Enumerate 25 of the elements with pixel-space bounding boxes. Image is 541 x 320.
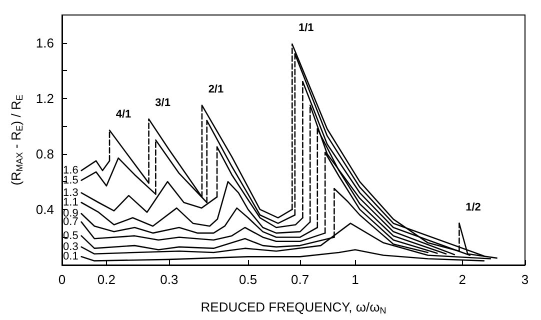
y-tick-label: 1.6 xyxy=(36,35,54,50)
annotation: 1/2 xyxy=(466,201,481,214)
y-tick-label: 1.2 xyxy=(36,90,54,106)
x-tick-label: 3 xyxy=(521,272,529,287)
x-tick-label: 1 xyxy=(352,272,359,287)
x-tick-label: 0.2 xyxy=(97,272,116,287)
x-tick-label: 0 xyxy=(58,272,66,287)
series-label: 1.1 xyxy=(63,196,78,208)
y-axis-title: (RMAX - RE) / RE xyxy=(8,94,24,186)
series-label: 0.3 xyxy=(63,240,78,253)
x-tick-label: 2 xyxy=(458,272,466,287)
x-tick-label: 0.5 xyxy=(239,272,258,287)
series-label: 1.5 xyxy=(63,174,78,186)
annotation: 4/1 xyxy=(116,108,132,120)
x-tick-label: 0.3 xyxy=(160,272,178,287)
series-label: 0.5 xyxy=(63,230,78,242)
annotation: 2/1 xyxy=(208,83,224,96)
annotation: 1/1 xyxy=(298,22,314,34)
series-label: 1.3 xyxy=(63,186,78,199)
annotation: 3/1 xyxy=(155,97,170,110)
series-label: 1.6 xyxy=(63,164,78,177)
y-tick-label: 0.4 xyxy=(36,202,54,217)
y-tick-label: 0.8 xyxy=(36,146,54,162)
x-tick-label: 0.7 xyxy=(291,272,310,287)
series-label: 0.1 xyxy=(63,250,78,263)
